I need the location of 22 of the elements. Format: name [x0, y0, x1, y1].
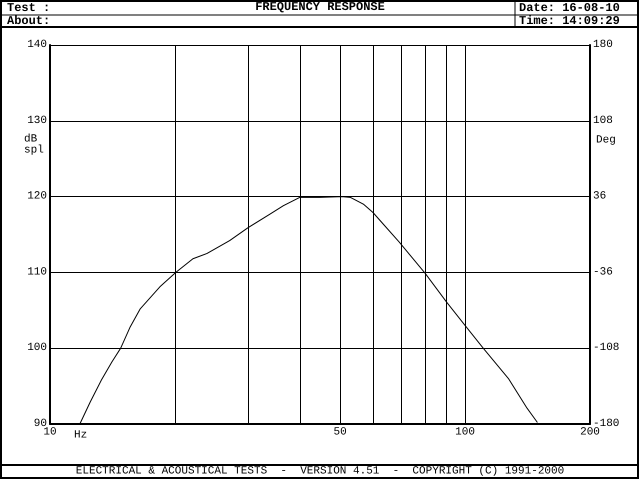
text: ELECTRICAL & ACOUSTICAL TESTS - VERSION 4.51 - COPYRIGHT (C) 1991-2000 [76, 466, 564, 478]
y2-tick-label: -36 [593, 266, 613, 278]
y2-tick-label: 36 [593, 190, 606, 203]
y2-axis-title: Deg [596, 134, 616, 146]
y2-tick-label: -108 [593, 342, 620, 354]
y2-tick-label: 180 [593, 39, 613, 51]
x-tick-label: 100 [455, 426, 475, 438]
chart-title: FREQUENCY RESPONSE [255, 0, 385, 14]
y2-tick-label: 108 [593, 114, 613, 127]
y-tick-label: 100 [27, 342, 47, 354]
text: Date: 16-08-10 [519, 1, 620, 15]
y-tick-label: 140 [27, 39, 47, 51]
y-axis-title: dB spl [24, 134, 44, 156]
x-tick-label: 10 [43, 426, 57, 438]
y-tick-label: 130 [27, 114, 47, 127]
text: Time: 14:09:29 [519, 14, 620, 28]
text: Test : [7, 1, 50, 15]
text: About: [7, 14, 50, 28]
y-tick-label: 120 [27, 190, 47, 203]
x-tick-label: 50 [334, 426, 347, 438]
y-tick-label: 110 [27, 266, 47, 278]
x-axis-title: Hz [74, 430, 88, 442]
